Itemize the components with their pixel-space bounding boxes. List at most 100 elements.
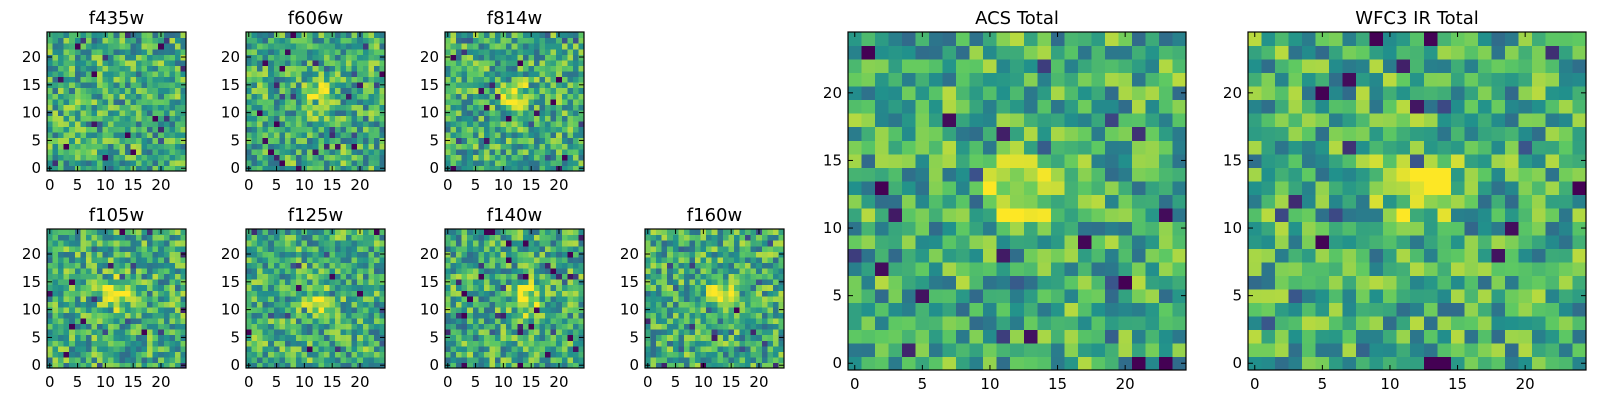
heatmap-cell: [279, 256, 286, 263]
heatmap-cell: [119, 43, 126, 50]
heatmap-cell: [368, 312, 375, 319]
heatmap-cell: [141, 345, 148, 352]
heatmap-cell: [483, 54, 491, 61]
heatmap-cell: [700, 240, 707, 247]
heatmap-cell: [346, 251, 353, 258]
heatmap-cell: [373, 273, 381, 280]
heatmap-cell: [63, 295, 70, 302]
heatmap-cell: [533, 256, 541, 263]
heatmap-cell: [85, 43, 93, 50]
heatmap-cell: [561, 356, 568, 364]
heatmap-cell: [346, 82, 353, 89]
heatmap-cell: [357, 234, 364, 241]
heatmap-cell: [334, 234, 342, 241]
heatmap-cell: [861, 248, 876, 263]
heatmap-cell: [329, 76, 336, 83]
heatmap-cell: [533, 345, 541, 352]
heatmap-cell: [511, 251, 518, 258]
heatmap-cell: [141, 317, 148, 325]
heatmap-cell: [533, 334, 541, 341]
x-tick-label: 15: [722, 373, 741, 391]
heatmap-cell: [312, 32, 319, 39]
heatmap-cell: [307, 82, 314, 89]
heatmap-cell: [334, 256, 342, 263]
heatmap-cell: [147, 301, 154, 308]
heatmap-cell: [346, 65, 353, 72]
heatmap-cell: [689, 351, 696, 358]
heatmap-cell: [483, 132, 491, 139]
heatmap-cell: [875, 275, 890, 290]
heatmap-cell: [152, 76, 159, 83]
heatmap-cell: [472, 284, 479, 291]
heatmap-cell: [262, 76, 269, 83]
heatmap-cell: [472, 148, 479, 155]
heatmap-cell: [756, 317, 763, 325]
heatmap-cell: [323, 317, 330, 325]
heatmap-cell: [334, 132, 342, 139]
heatmap-cell: [511, 148, 518, 155]
heatmap-cell: [661, 284, 668, 291]
heatmap-cell: [340, 82, 347, 89]
heatmap-cell: [346, 356, 353, 364]
heatmap-cell: [74, 267, 81, 275]
heatmap-cell: [483, 290, 491, 297]
heatmap-cell: [91, 93, 98, 100]
heatmap-cell: [500, 65, 507, 72]
heatmap-cell: [1091, 275, 1106, 290]
heatmap-cell: [495, 279, 502, 286]
heatmap-cell: [152, 154, 159, 161]
heatmap-cell: [929, 234, 944, 249]
heatmap-cell: [246, 340, 253, 347]
heatmap-cell: [767, 251, 774, 258]
heatmap-cell: [1077, 221, 1092, 236]
heatmap-cell: [1145, 207, 1160, 222]
heatmap-cell: [556, 279, 563, 286]
heatmap-cell: [91, 65, 98, 72]
heatmap-cell: [373, 251, 381, 258]
heatmap-cell: [113, 132, 120, 139]
heatmap-cell: [147, 43, 154, 50]
heatmap-cell: [767, 306, 774, 313]
heatmap-cell: [511, 143, 518, 150]
heatmap-cell: [572, 148, 580, 155]
heatmap-cell: [163, 362, 170, 369]
heatmap-cell: [329, 54, 336, 61]
heatmap-cell: [722, 245, 729, 252]
heatmap-cell: [262, 301, 269, 308]
heatmap-cell: [158, 234, 165, 241]
heatmap-cell: [152, 356, 159, 364]
heatmap-cell: [461, 267, 468, 275]
heatmap-cell: [346, 262, 353, 269]
heatmap-cell: [130, 295, 137, 302]
heatmap-cell: [312, 76, 319, 83]
heatmap-cell: [561, 295, 568, 302]
heatmap-cell: [528, 279, 535, 286]
heatmap-cell: [567, 317, 574, 325]
heatmap-cell: [312, 273, 319, 280]
heatmap-cell: [102, 262, 109, 269]
heatmap-cell: [58, 93, 65, 100]
heatmap-cell: [152, 323, 159, 330]
heatmap-cell: [124, 229, 131, 236]
heatmap-cell: [379, 120, 386, 128]
heatmap-cell: [511, 306, 518, 313]
heatmap-cell: [567, 159, 574, 167]
heatmap-cell: [875, 288, 890, 303]
heatmap-cell: [956, 234, 971, 249]
heatmap-cell: [119, 329, 126, 336]
heatmap-cell: [318, 132, 325, 139]
heatmap-cell: [334, 251, 342, 258]
heatmap-cell: [539, 306, 546, 313]
heatmap-cell: [312, 87, 319, 94]
panel-title: f125w: [288, 205, 343, 226]
heatmap-cell: [472, 256, 479, 263]
heatmap-cell: [119, 229, 126, 236]
heatmap-cell: [489, 279, 496, 286]
x-tick-label: 10: [295, 373, 314, 391]
heatmap-cell: [1050, 207, 1065, 222]
heatmap-cell: [334, 245, 342, 252]
heatmap-cell: [517, 82, 524, 89]
y-tick-label: 10: [22, 104, 41, 122]
heatmap-cell: [522, 115, 529, 122]
heatmap-cell: [47, 48, 54, 55]
